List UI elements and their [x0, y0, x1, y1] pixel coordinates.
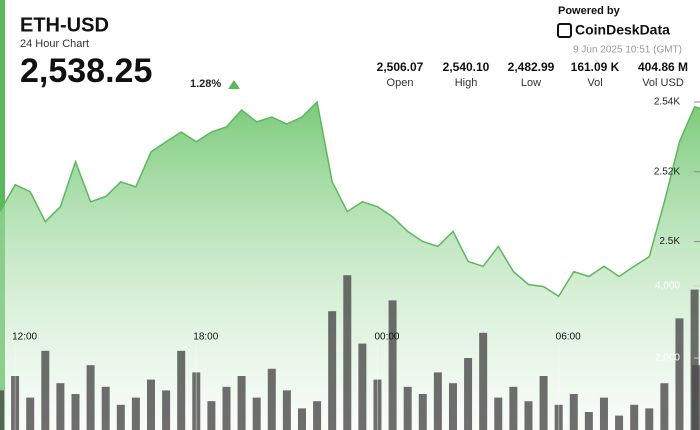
x-tick-label: 18:00	[193, 332, 218, 343]
up-arrow	[228, 80, 240, 89]
volume-bar	[328, 311, 337, 430]
price: 2,538.25	[20, 52, 152, 90]
volume-bar	[252, 397, 261, 430]
volume-bar	[494, 397, 503, 430]
x-tick-label: 06:00	[556, 332, 581, 343]
volume-bar	[86, 365, 95, 430]
y-tick-label: 2.52K	[654, 166, 680, 177]
volume-bar	[584, 412, 593, 430]
volume-bar	[297, 408, 306, 430]
volume-bar	[615, 415, 624, 430]
volume-bar	[71, 394, 80, 430]
volume-bar	[645, 408, 654, 430]
stat-value: 2,540.10	[443, 60, 490, 74]
volume-bar	[192, 372, 201, 430]
volume-bar	[524, 401, 533, 430]
y2-tick-label: 4,000	[655, 281, 680, 292]
volume-bar	[116, 404, 125, 430]
volume-bar	[0, 390, 4, 430]
volume-bar	[267, 368, 276, 430]
volume-bar	[56, 383, 65, 430]
volume-bar	[692, 365, 700, 430]
volume-bar	[101, 386, 110, 430]
volume-bar	[313, 401, 322, 430]
volume-bar	[630, 404, 639, 430]
volume-bar	[479, 332, 488, 430]
volume-bar	[675, 318, 684, 430]
stat-label: Vol USD	[642, 77, 684, 89]
y-tick-label: 2.54K	[654, 97, 680, 108]
volume-bar	[237, 376, 246, 430]
volume-bar	[539, 376, 548, 430]
volume-bar	[418, 394, 427, 430]
stat-label: Open	[387, 77, 414, 89]
volume-bar	[146, 379, 155, 430]
volume-bar	[373, 379, 382, 430]
title: ETH-USD	[20, 14, 109, 36]
stat-label: Low	[521, 77, 541, 89]
volume-bar	[464, 358, 473, 430]
volume-bar	[11, 376, 20, 430]
volume-bar	[388, 300, 397, 430]
stat-value: 161.09 K	[571, 60, 620, 74]
y2-tick-label: 2,000	[655, 353, 680, 364]
x-tick-label: 00:00	[374, 332, 399, 343]
volume-bar	[343, 275, 352, 430]
volume-bar	[448, 383, 457, 430]
volume-bar	[162, 390, 171, 430]
brand-logo	[557, 23, 572, 38]
volume-bar	[599, 397, 608, 430]
powered: Powered by	[558, 5, 621, 17]
x-tick-label: 12:00	[12, 332, 37, 343]
y-tick-label: 2.5K	[659, 236, 680, 247]
timestamp: 9 Jun 2025 10:51 (GMT)	[573, 45, 682, 56]
stat-label: High	[455, 77, 478, 89]
volume-bar	[660, 383, 669, 430]
subtitle: 24 Hour Chart	[20, 38, 89, 50]
volume-bar	[207, 401, 216, 430]
volume-bar	[509, 386, 518, 430]
volume-bar	[554, 404, 563, 430]
change: 1.28%	[190, 78, 221, 90]
stat-value: 2,482.99	[508, 60, 555, 74]
stat-value: 404.86 M	[638, 60, 688, 74]
volume-bar	[131, 397, 140, 430]
volume-bar	[569, 394, 578, 430]
brand: CoinDeskData	[575, 22, 670, 38]
volume-bar	[433, 372, 442, 430]
stat-value: 2,506.07	[377, 60, 424, 74]
volume-bar	[26, 397, 35, 430]
volume-bar	[41, 350, 50, 430]
volume-bar	[222, 386, 231, 430]
volume-bar	[358, 343, 367, 430]
stat-label: Vol	[587, 77, 602, 89]
volume-bar	[403, 386, 412, 430]
price-line	[0, 100, 700, 298]
price-area	[0, 102, 700, 430]
volume-bar	[282, 390, 291, 430]
volume-bar	[690, 289, 699, 430]
volume-bar	[177, 350, 186, 430]
